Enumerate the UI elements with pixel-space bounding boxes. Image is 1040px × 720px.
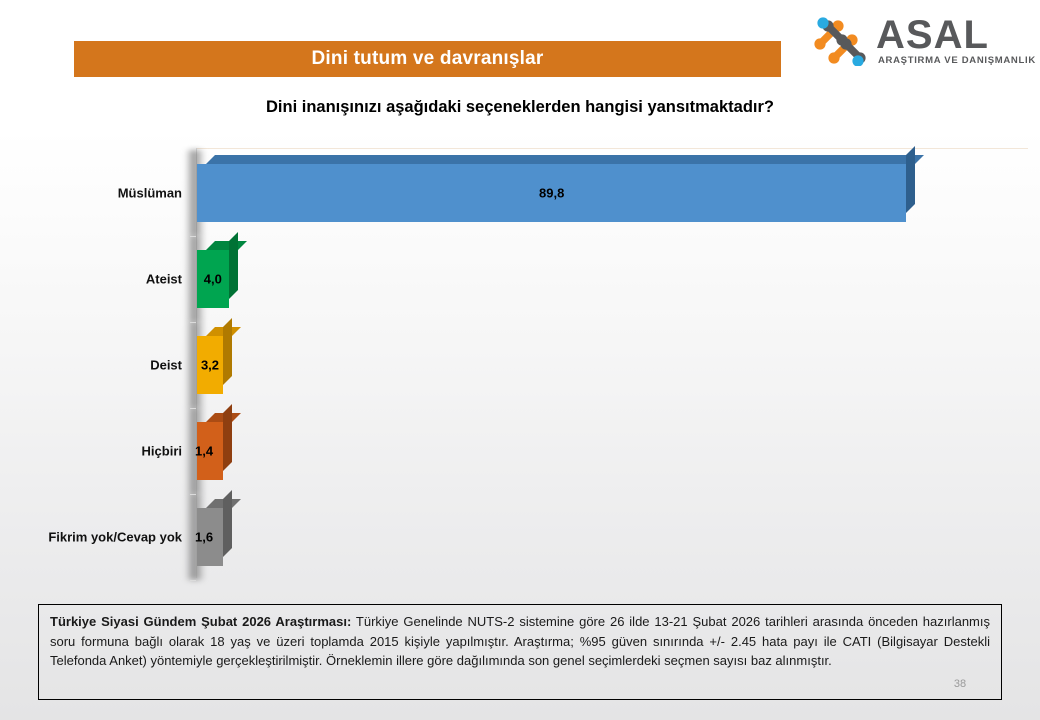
bar-top-face bbox=[206, 241, 247, 250]
chart-question: Dini inanışınızı aşağıdaki seçeneklerden… bbox=[265, 98, 774, 116]
page-title: Dini tutum ve davranışlar bbox=[311, 48, 544, 69]
axis-tick bbox=[190, 236, 196, 237]
bar-side-face bbox=[223, 490, 232, 557]
bar-value-label: 1,6 bbox=[195, 529, 214, 545]
methodology-note: Türkiye Siyasi Gündem Şubat 2026 Araştır… bbox=[38, 604, 1002, 700]
bar: 4,0 bbox=[185, 232, 247, 322]
methodology-note-body: Türkiye Genelinde NUTS-2 sistemine göre … bbox=[50, 614, 990, 668]
bar-front-face bbox=[197, 164, 907, 222]
bar-row: Deist 3,2 bbox=[0, 318, 1040, 408]
bar-side-face bbox=[228, 232, 238, 299]
axis-tick bbox=[190, 580, 196, 581]
axis-tick bbox=[190, 322, 196, 323]
axis-tick bbox=[190, 408, 196, 409]
bar-front-face bbox=[197, 508, 223, 566]
bar-front-face bbox=[197, 422, 223, 480]
asal-logo: ASAL ARAŞTIRMA VE DANIŞMANLIK bbox=[808, 10, 1036, 72]
page-number: 38 bbox=[953, 678, 967, 690]
asal-logo-wordmark: ASAL bbox=[876, 13, 989, 57]
bar-front-face bbox=[197, 250, 229, 308]
methodology-note-lead: Türkiye Siyasi Gündem Şubat 2026 Araştır… bbox=[50, 614, 352, 629]
bar-front-face bbox=[197, 336, 223, 394]
bar-row: Müslüman 89,8 bbox=[0, 146, 1040, 236]
plot-area-top-border bbox=[196, 148, 1028, 149]
bar: 1,6 bbox=[185, 490, 241, 580]
bar-side-face bbox=[906, 146, 916, 213]
bar-side-face bbox=[223, 404, 232, 471]
asal-logo-mark-icon bbox=[812, 14, 874, 67]
slide-title-bar: Dini tutum ve davranışlar bbox=[74, 41, 781, 77]
bar-value-label: 3,2 bbox=[200, 357, 220, 373]
category-label: Fikrim yok/Cevap yok bbox=[48, 529, 182, 545]
bar: 89,8 bbox=[185, 146, 925, 236]
slide-header: Dini tutum ve davranışlar bbox=[0, 0, 1040, 90]
bar-row: Fikrim yok/Cevap yok 1,6 bbox=[0, 490, 1040, 580]
bar-value-label: 1,4 bbox=[195, 443, 214, 459]
asal-logo-tagline: ARAŞTIRMA VE DANIŞMANLIK bbox=[878, 55, 1036, 66]
bar-chart: Müslüman 89,8 Ateist 4,0 Deist 3,2 Hiçbiri 1,4 F… bbox=[0, 140, 1040, 592]
category-label: Deist bbox=[150, 357, 182, 373]
bar-row: Ateist 4,0 bbox=[0, 232, 1040, 322]
bar-top-face bbox=[206, 155, 925, 164]
axis-tick bbox=[190, 494, 196, 495]
bar-side-face bbox=[223, 318, 232, 385]
bar-value-label: 4,0 bbox=[203, 271, 222, 287]
bar-value-label: 89,8 bbox=[539, 185, 565, 201]
bar: 3,2 bbox=[185, 318, 241, 408]
category-label: Hiçbiri bbox=[141, 443, 182, 459]
bar: 1,4 bbox=[185, 404, 241, 494]
bar-row: Hiçbiri 1,4 bbox=[0, 404, 1040, 494]
category-label: Müslüman bbox=[117, 185, 182, 201]
category-label: Ateist bbox=[145, 271, 182, 287]
